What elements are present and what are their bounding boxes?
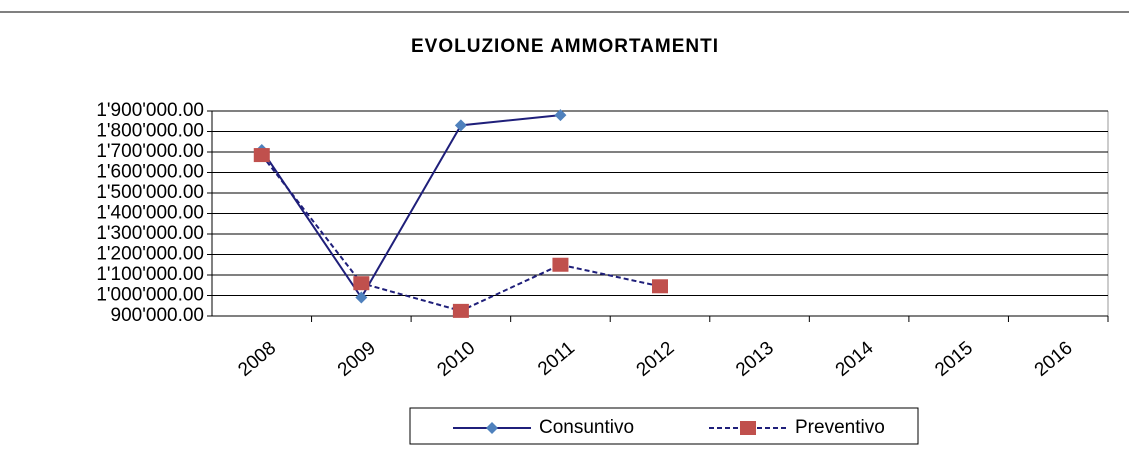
y-tick-label: 1'500'000.00 — [96, 182, 204, 203]
x-tick-label: 2008 — [234, 338, 280, 381]
series-line — [260, 114, 561, 300]
legend-box — [409, 407, 919, 445]
y-tick-label: 1'900'000.00 — [96, 100, 204, 121]
x-tick-label: 2015 — [931, 338, 977, 381]
y-tick-label: 1'000'000.00 — [96, 285, 204, 306]
point — [253, 148, 270, 163]
y-tick-label: 1'300'000.00 — [96, 223, 204, 244]
legend-marker — [740, 421, 756, 435]
x-tick-label: 2014 — [832, 337, 878, 381]
point — [452, 303, 469, 318]
chart-title: EVOLUZIONE AMMORTAMENTI — [411, 36, 719, 57]
point — [652, 279, 668, 294]
y-tick-label: 1'100'000.00 — [96, 264, 204, 285]
point — [552, 257, 569, 272]
legend-label: Preventivo — [795, 417, 885, 438]
point — [454, 119, 467, 132]
point — [353, 276, 370, 291]
y-tick-label: 1'600'000.00 — [96, 162, 204, 183]
series-line — [260, 154, 661, 312]
y-tick-label: 1'800'000.00 — [96, 121, 204, 142]
legend-marker — [486, 422, 498, 434]
legend-label: Consuntivo — [539, 417, 634, 438]
point — [554, 109, 567, 122]
y-tick-label: 900'000.00 — [111, 305, 204, 326]
x-tick-label: 2013 — [732, 338, 778, 381]
x-tick-label: 2011 — [534, 338, 579, 380]
x-tick-label: 2010 — [433, 338, 479, 381]
y-tick-label: 1'700'000.00 — [96, 141, 204, 162]
y-tick-label: 1'200'000.00 — [96, 244, 204, 265]
y-tick-label: 1'400'000.00 — [96, 203, 204, 224]
x-tick-label: 2012 — [633, 338, 679, 381]
x-tick-label: 2016 — [1031, 338, 1077, 381]
x-tick-label: 2009 — [334, 338, 380, 381]
point — [355, 291, 368, 304]
